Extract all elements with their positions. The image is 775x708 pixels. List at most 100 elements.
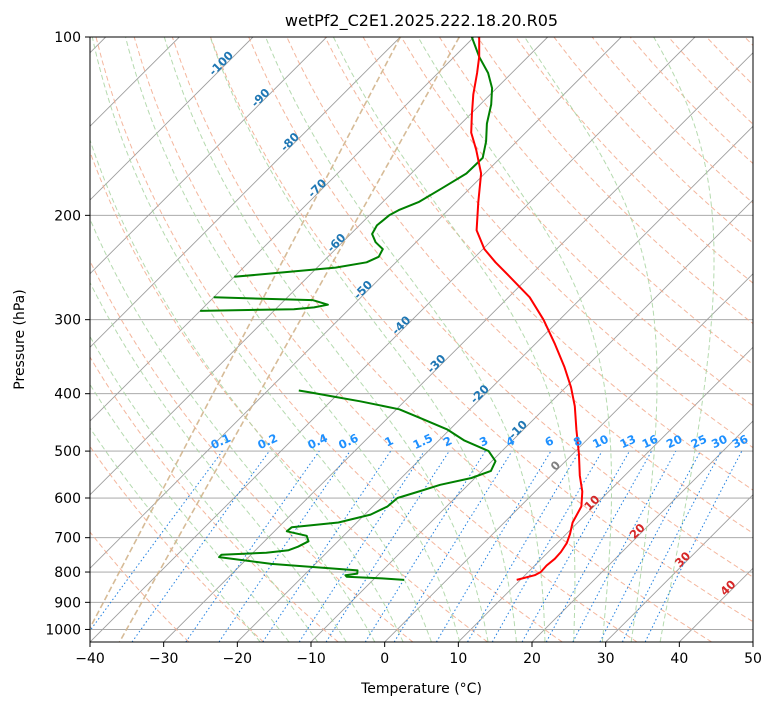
temperature-line [470, 37, 584, 581]
y-tick-label: 300 [54, 313, 81, 329]
moist-adiabat-line [265, 37, 546, 642]
moist-adiabat-line [90, 138, 404, 642]
isotherm-line [163, 52, 753, 642]
mixing-ratio-line [185, 450, 320, 642]
dry-adiabat-lines [90, 37, 753, 642]
isotherm-line [384, 273, 753, 642]
dry-adiabat-line [400, 37, 753, 407]
isotherm-line [90, 37, 401, 348]
temperature-profile [470, 37, 584, 581]
plot-frame [89, 36, 754, 643]
moist-adiabat-line [125, 37, 461, 642]
mixing-ratio-line [131, 450, 270, 642]
mixing-ratio-line [218, 450, 351, 642]
dry-adiabat-line [248, 37, 753, 578]
moist-adiabat-lines [90, 37, 715, 642]
dry-adiabat-line [210, 37, 753, 623]
mixing-ratio-label: 13 [618, 432, 638, 451]
moist-adiabat-line [90, 383, 290, 642]
mixing-ratio-line [545, 450, 653, 642]
x-axis-ticks: −40 −30 −20 −10 0 10 20 30 40 50 [75, 642, 762, 667]
y-tick-label: 800 [54, 565, 81, 581]
dry-adiabat-line [171, 37, 712, 642]
plot-area: 0.1 0.2 0.4 0.6 1 1.5 2 3 4 6 8 10 13 16 20 25 30 36-100-… [90, 37, 753, 642]
isotherm-line [90, 37, 475, 422]
y-tick-label: 500 [54, 444, 81, 460]
y-tick-label: 900 [54, 595, 81, 611]
isotherm-line [90, 37, 696, 642]
moist-adiabat-line [90, 427, 261, 642]
isotherm-line [531, 420, 753, 642]
isotherm-lines [90, 37, 753, 642]
y-tick-label: 200 [54, 208, 81, 224]
x-tick-label: 50 [744, 651, 762, 667]
mixing-ratio-label: 30 [709, 432, 729, 451]
moist-adiabat-line [91, 37, 432, 642]
mixing-ratio-line [298, 450, 425, 642]
mixing-ratio-label: 10 [590, 432, 610, 451]
x-tick-label: −30 [149, 651, 179, 667]
x-tick-label: −10 [296, 651, 326, 667]
mixing-ratio-line [90, 450, 223, 632]
x-tick-label: 30 [597, 651, 615, 667]
mixing-ratio-label: 16 [640, 432, 660, 451]
dewpoint-line [200, 296, 329, 312]
moist-adiabat-line [653, 37, 715, 642]
mixing-ratio-line [325, 450, 450, 642]
y-tick-label: 1000 [45, 622, 81, 638]
mixing-ratio-label: 36 [730, 432, 750, 451]
isotherm-line [90, 37, 549, 496]
isotherm-line [457, 346, 753, 642]
x-tick-label: 40 [670, 651, 688, 667]
y-tick-label: 400 [54, 387, 81, 403]
x-tick-label: 10 [449, 651, 467, 667]
isotherm-line [605, 494, 753, 642]
y-axis-label: Pressure (hPa) [12, 289, 28, 389]
mixing-ratio-line [644, 450, 743, 642]
dry-adiabat-line [324, 37, 753, 491]
y-tick-label: 700 [54, 531, 81, 547]
moist-adiabat-line [90, 335, 319, 642]
lcl-curve [118, 37, 460, 642]
y-axis-ticks: 100 200 300 400 500 600 700 800 900 1000 [45, 30, 90, 638]
dry-adiabat-line [133, 37, 638, 642]
mixing-ratio-line [572, 450, 677, 642]
mixing-ratio-line [521, 450, 630, 642]
mixing-ratio-line [393, 450, 513, 642]
isotherm-line [90, 37, 254, 201]
x-tick-label: 0 [380, 651, 389, 667]
moist-adiabat-line [417, 37, 612, 642]
x-tick-label: 20 [523, 651, 541, 667]
chart-title: wetPf2_C2E1.2025.222.18.20.R05 [285, 11, 558, 31]
dry-adiabat-line [90, 445, 264, 642]
mixing-ratio-line [262, 450, 392, 642]
isotherm-line [90, 37, 622, 569]
dry-adiabat-line [90, 259, 414, 642]
x-tick-label: −40 [75, 651, 105, 667]
mixing-ratio-label: 25 [689, 432, 709, 451]
lcl-lines [90, 37, 460, 642]
x-axis-label: Temperature (°C) [360, 681, 482, 697]
isobar-lines [90, 37, 753, 630]
dry-adiabat-line [95, 37, 563, 642]
dry-adiabat-line [515, 37, 753, 284]
dewpoint-line [218, 389, 497, 581]
lcl-curve [90, 37, 402, 630]
dry-adiabat-line [90, 356, 339, 642]
mixing-ratio-label: 20 [664, 432, 684, 451]
dry-adiabat-line [90, 150, 488, 642]
isotherm-line [90, 37, 328, 275]
moist-adiabat-line [163, 37, 489, 642]
moist-adiabat-line [209, 37, 517, 642]
moist-adiabat-line [524, 37, 658, 642]
isotherm-line [236, 125, 753, 642]
dry-adiabat-line [438, 37, 753, 366]
moist-adiabat-line [332, 37, 576, 642]
x-tick-label: −20 [223, 651, 253, 667]
moist-adiabat-line [90, 281, 347, 642]
dewpoint-profile [200, 37, 497, 581]
moist-adiabat-line [90, 217, 376, 642]
dewpoint-line [234, 37, 494, 278]
